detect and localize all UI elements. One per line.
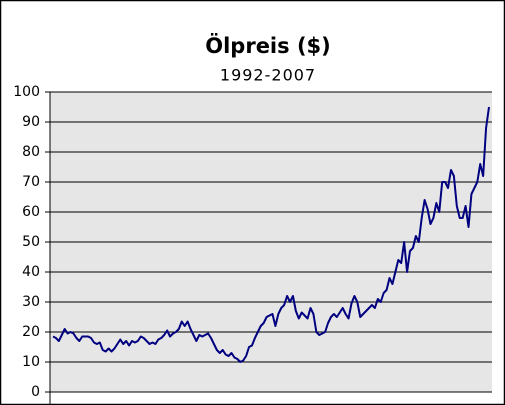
data-line	[52, 106, 490, 363]
y-tick-label: 30	[22, 294, 40, 310]
y-tick-label: 80	[22, 144, 40, 160]
y-tick-label: 90	[22, 114, 40, 130]
y-tick-label: 100	[13, 84, 40, 100]
y-tick-label: 0	[31, 384, 40, 400]
y-tick-label: 40	[22, 264, 40, 280]
y-tick-label: 70	[22, 174, 40, 190]
y-tick-label: 20	[22, 324, 40, 340]
y-tick-label: 10	[22, 354, 40, 370]
y-tick-label: 60	[22, 204, 40, 220]
chart-subtitle: 1992-2007	[220, 66, 316, 85]
chart-title: Ölpreis ($)	[205, 33, 331, 58]
y-tick-label: 50	[22, 234, 40, 250]
